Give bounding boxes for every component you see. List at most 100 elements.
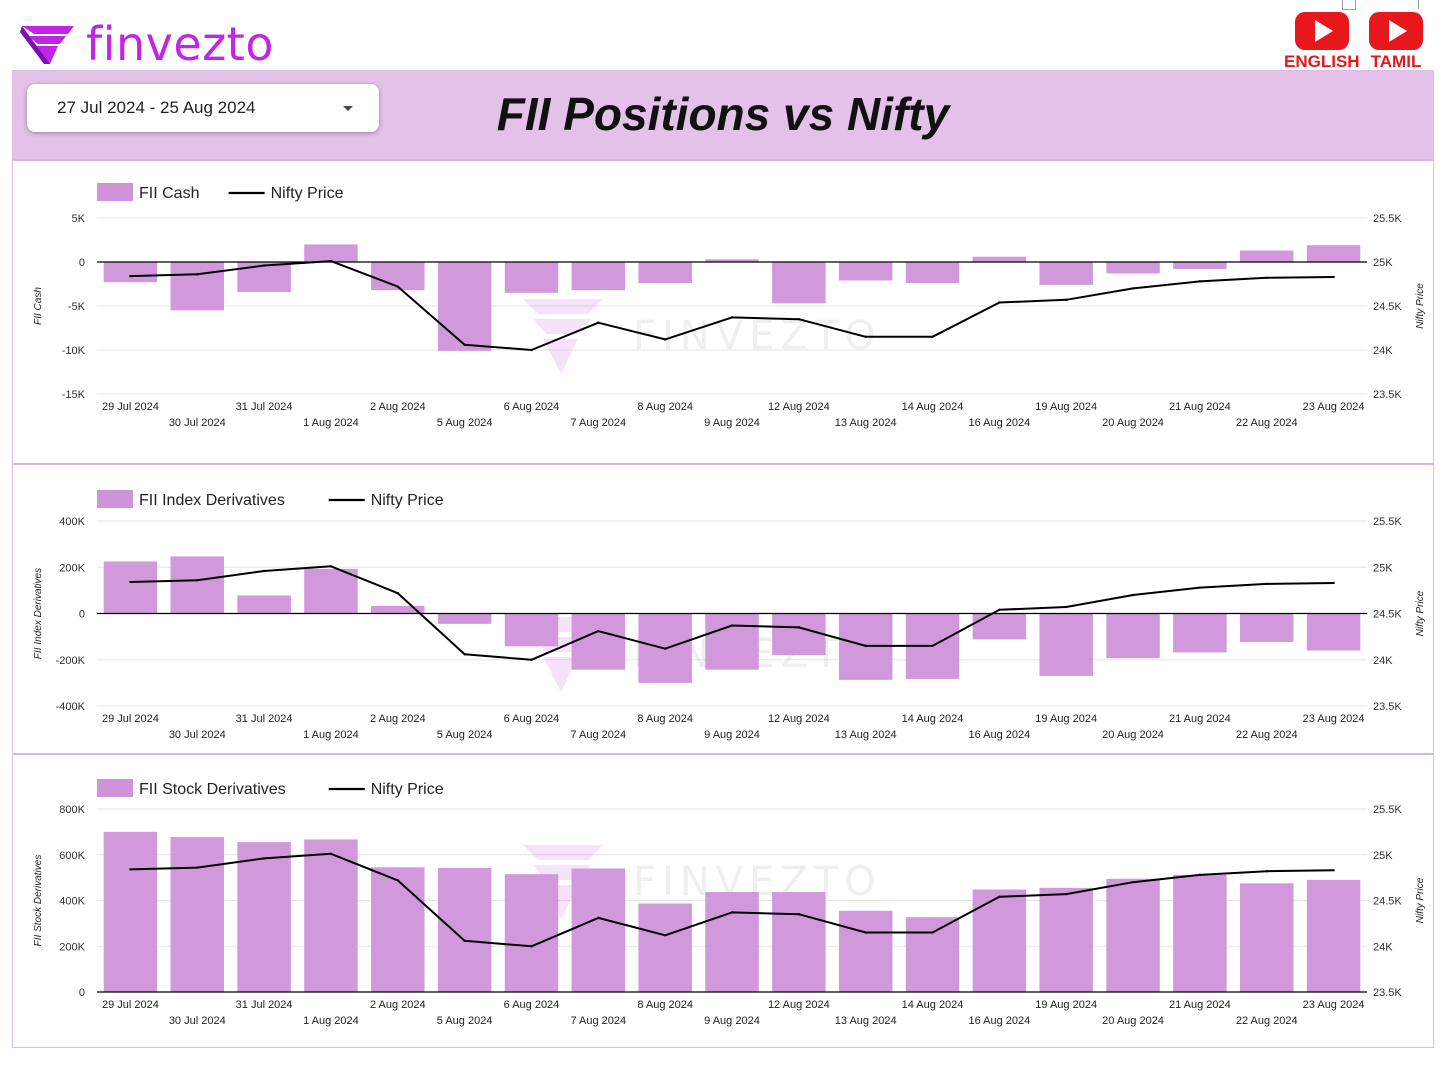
nifty-price-point: [864, 644, 867, 648]
nifty-price-point: [864, 931, 867, 934]
x-tick-label: 6 Aug 2024: [504, 713, 560, 725]
y2-tick-label: 25K: [1373, 850, 1393, 862]
legend-label-line: Nifty Price: [271, 185, 344, 202]
external-link-icon[interactable]: [1342, 0, 1356, 10]
nifty-price-point: [797, 318, 801, 321]
x-tick-label: 19 Aug 2024: [1035, 999, 1097, 1011]
nifty-price-point: [262, 569, 266, 573]
y-tick-label: -5K: [68, 301, 86, 313]
y2-tick-label: 25K: [1373, 257, 1393, 269]
y2-tick-label: 25K: [1373, 562, 1393, 574]
date-range-value: 27 Jul 2024 - 25 Aug 2024: [57, 98, 256, 117]
nifty-price-point: [931, 931, 934, 934]
x-tick-label: 8 Aug 2024: [637, 999, 693, 1011]
youtube-english-label: ENGLISH: [1284, 52, 1360, 71]
youtube-tamil-label: TAMIL: [1370, 52, 1422, 71]
brand-logo[interactable]: finvezto: [20, 14, 274, 74]
nifty-price-point: [1065, 298, 1068, 302]
bar: [1306, 245, 1361, 262]
bar: [371, 605, 425, 614]
bar: [571, 262, 626, 291]
chart-fii-stock-derivatives: 0 200K 400K 600K 800K 23.5K 24K 24.5K 25K 25.5K FI…: [33, 779, 1426, 1027]
chart-panel-fii-cash: -15K -10K -5K 0 5K 23.5K 24K 24.5K 25K 25.5K FINVE…: [13, 159, 1433, 465]
y-axis-title: FII Cash: [33, 287, 44, 325]
youtube-english-button[interactable]: ENGLISH: [1284, 0, 1360, 72]
x-tick-label: 12 Aug 2024: [768, 713, 830, 725]
date-range-picker[interactable]: 27 Jul 2024 - 25 Aug 2024: [27, 84, 379, 132]
y2-tick-label: 24K: [1373, 655, 1393, 667]
x-tick-label: 22 Aug 2024: [1236, 729, 1298, 741]
bar: [1173, 874, 1227, 992]
y-axis-title: FII Index Derivatives: [33, 568, 44, 659]
legend-label-bar: FII Stock Derivatives: [139, 781, 286, 798]
nifty-price-point: [730, 911, 734, 914]
bar: [1106, 262, 1160, 274]
nifty-price-point: [1131, 593, 1135, 597]
nifty-price-point: [998, 608, 1001, 611]
bar: [571, 613, 626, 670]
x-tick-label: 5 Aug 2024: [437, 417, 493, 429]
x-tick-label: 1 Aug 2024: [303, 1015, 359, 1027]
x-tick-label: 20 Aug 2024: [1102, 417, 1164, 429]
nifty-price-point: [1198, 280, 1202, 283]
brand-name: finvezto: [86, 17, 274, 71]
chevron-down-icon[interactable]: [343, 105, 353, 111]
nifty-price-point: [998, 895, 1001, 899]
x-tick-label: 19 Aug 2024: [1035, 713, 1097, 725]
external-link-icon-2[interactable]: [1418, 0, 1425, 9]
nifty-price-point: [663, 338, 667, 341]
nifty-price-point: [1065, 605, 1068, 609]
y-tick-label: -400K: [56, 701, 86, 713]
youtube-tamil-button[interactable]: TAMIL: [1369, 0, 1423, 72]
legend: FII Stock Derivatives Nifty Price: [97, 779, 444, 798]
bar: [237, 842, 291, 992]
bar: [1240, 613, 1294, 642]
nifty-price-point: [730, 624, 734, 627]
legend-label-bar: FII Index Derivatives: [139, 492, 285, 509]
x-tick-label: 7 Aug 2024: [570, 1015, 626, 1027]
nifty-price-point: [931, 335, 934, 338]
nifty-price-point: [1265, 870, 1268, 873]
x-tick-label: 21 Aug 2024: [1169, 401, 1231, 413]
legend-label-line: Nifty Price: [371, 492, 444, 509]
nifty-price-point: [262, 264, 266, 267]
dashboard: 27 Jul 2024 - 25 Aug 2024 FII Positions …: [12, 70, 1434, 1048]
nifty-price-point: [530, 348, 533, 352]
nifty-price-point: [597, 916, 600, 920]
nifty-price-point: [797, 626, 801, 629]
bar: [103, 561, 158, 614]
bar: [504, 262, 559, 293]
legend-swatch-bar: [97, 490, 133, 508]
nifty-price-point: [129, 580, 132, 584]
watermark-logo-icon: [523, 845, 603, 860]
y2-axis-title: Nifty Price: [1415, 283, 1426, 329]
x-tick-label: 31 Jul 2024: [236, 713, 293, 725]
watermark-logo-icon: [543, 339, 578, 374]
bar: [437, 613, 492, 624]
y-tick-label: -200K: [56, 655, 86, 667]
x-tick-label: 29 Jul 2024: [102, 401, 159, 413]
y-tick-label: 200K: [59, 562, 85, 574]
legend-label-line: Nifty Price: [371, 781, 444, 798]
x-tick-label: 2 Aug 2024: [370, 401, 426, 413]
bar: [237, 595, 291, 614]
bar: [170, 262, 224, 311]
y-axis-title: FII Stock Derivatives: [33, 855, 44, 947]
nifty-price-point: [864, 335, 867, 338]
dashboard-header: 27 Jul 2024 - 25 Aug 2024 FII Positions …: [13, 71, 1433, 159]
x-tick-label: 30 Jul 2024: [169, 417, 226, 429]
page-title: FII Positions vs Nifty: [496, 88, 950, 140]
x-tick-label: 7 Aug 2024: [570, 729, 626, 741]
x-tick-label: 16 Aug 2024: [968, 1015, 1030, 1027]
bar: [304, 244, 358, 262]
bar: [772, 892, 826, 992]
y2-tick-label: 24K: [1373, 941, 1393, 953]
bar: [1173, 262, 1227, 270]
x-tick-label: 31 Jul 2024: [236, 401, 293, 413]
bar: [1306, 613, 1361, 651]
y2-tick-label: 23.5K: [1373, 987, 1402, 999]
bar: [838, 910, 893, 992]
nifty-price-point: [396, 591, 399, 595]
bar: [1306, 879, 1361, 992]
bar: [571, 868, 626, 992]
